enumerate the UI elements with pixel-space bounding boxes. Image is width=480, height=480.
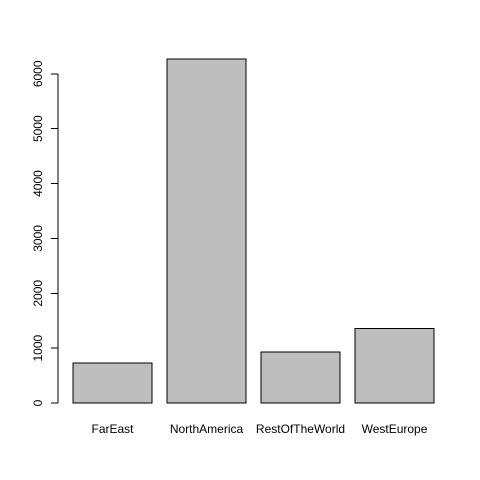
y-tick-label-0: 0 — [31, 399, 45, 406]
x-axis-labels: FarEast NorthAmerica RestOfTheWorld WestEur… — [91, 422, 427, 436]
bar-NorthAmerica — [167, 59, 246, 403]
y-tick-label-5000: 5000 — [31, 115, 45, 142]
bar-WestEurope — [355, 328, 434, 403]
bar-RestOfTheWorld — [261, 352, 340, 403]
y-tick-label-1000: 1000 — [31, 334, 45, 361]
y-tick-label-2000: 2000 — [31, 280, 45, 307]
bars — [73, 59, 434, 403]
y-tick-label-3000: 3000 — [31, 225, 45, 252]
y-axis: 0 1000 2000 3000 4000 5000 6000 — [31, 60, 58, 406]
x-category-label-WestEurope: WestEurope — [362, 422, 428, 436]
x-category-label-NorthAmerica: NorthAmerica — [170, 422, 244, 436]
x-category-label-FarEast: FarEast — [91, 422, 134, 436]
x-category-label-RestOfTheWorld: RestOfTheWorld — [256, 422, 345, 436]
y-tick-label-4000: 4000 — [31, 170, 45, 197]
bar-FarEast — [73, 363, 152, 403]
y-tick-label-6000: 6000 — [31, 60, 45, 87]
